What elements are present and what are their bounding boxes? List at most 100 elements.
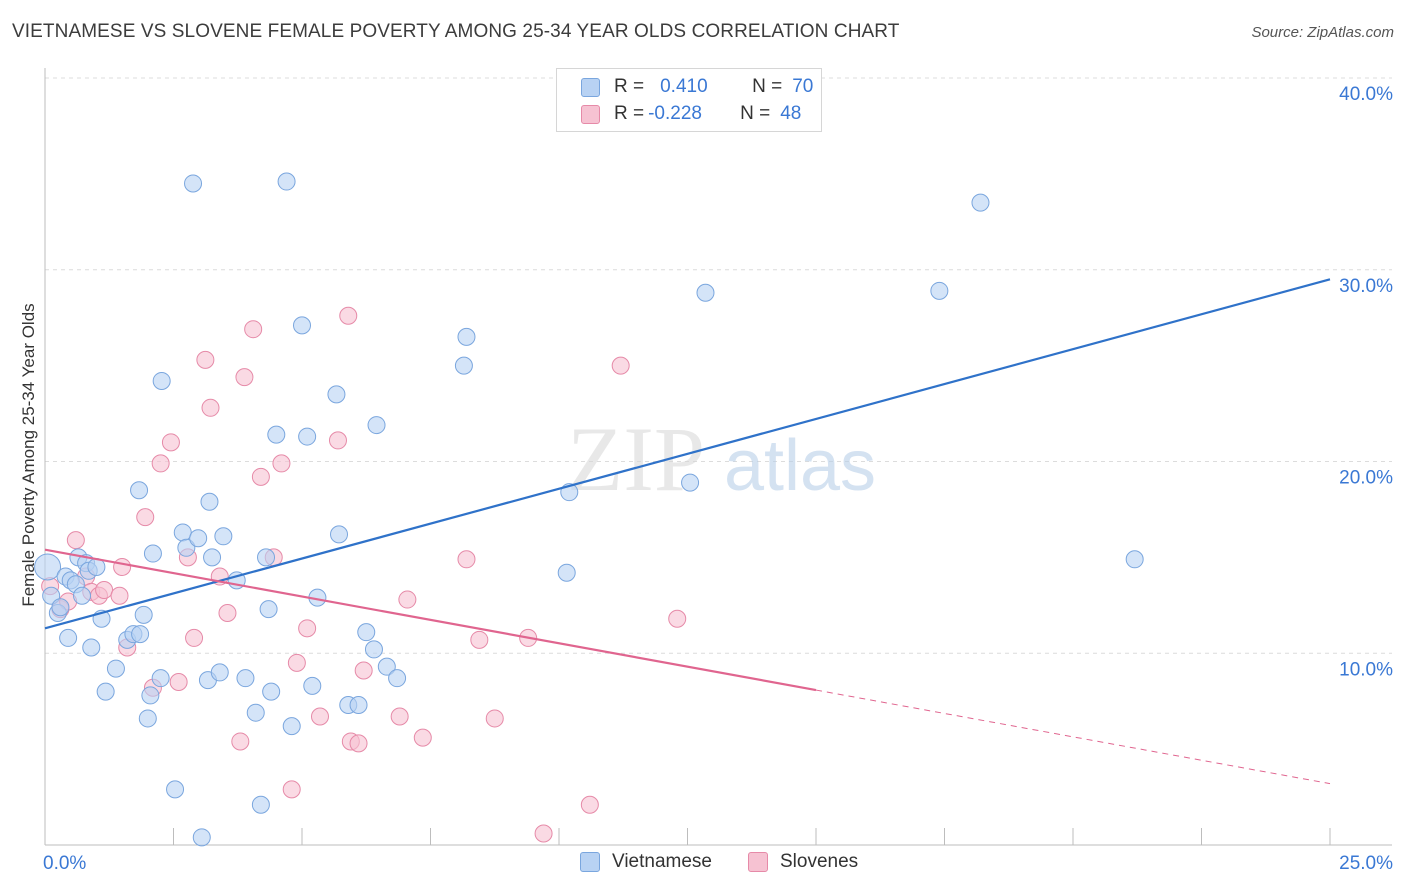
correlation-legend: R = 0.410 N = 70 R = -0.228 N = 48: [556, 68, 822, 132]
slovenes-trend-line: [44, 548, 817, 692]
vietnamese-point: [130, 481, 149, 500]
slovenes-point: [580, 795, 599, 814]
slovenes-point: [470, 630, 489, 649]
legend-swatch-pink: [581, 104, 600, 124]
legend-row-slovenes: R = -0.228 N = 48: [581, 102, 801, 126]
vietnamese-point: [257, 548, 276, 567]
axes: [44, 68, 1392, 846]
vietnamese-point: [327, 385, 346, 404]
slovenes-point: [328, 431, 347, 450]
slovenes-point: [339, 306, 358, 325]
y-tick-label: 30.0%: [1339, 276, 1393, 297]
vietnamese-point: [557, 563, 576, 582]
series-swatch-pink: [748, 852, 768, 872]
vietnamese-point: [267, 425, 286, 444]
y-tick-label: 20.0%: [1339, 468, 1393, 489]
vietnamese-point: [96, 682, 115, 701]
y-axis-label: Female Poverty Among 25-34 Year Olds: [19, 303, 38, 606]
series-legend-vietnamese[interactable]: Vietnamese: [580, 851, 712, 873]
y-tick-label: 10.0%: [1339, 659, 1393, 680]
legend-r-value: 0.410: [660, 76, 708, 97]
slovenes-point: [235, 368, 254, 387]
slovenes-point: [310, 707, 329, 726]
slovenes-point: [485, 709, 504, 728]
slovenes-trend-extension: [815, 689, 1331, 785]
vietnamese-point: [203, 548, 222, 567]
tick-labels: 10.0% 20.0% 30.0% 40.0% 0.0% 25.0%: [43, 84, 1393, 874]
slovenes-point: [95, 580, 114, 599]
vietnamese-point: [210, 663, 229, 682]
slovenes-point: [354, 661, 373, 680]
vietnamese-point: [151, 669, 170, 688]
vietnamese-point: [282, 717, 301, 736]
vietnamese-point: [454, 356, 473, 375]
series-legend-slovenes[interactable]: Slovenes: [748, 851, 858, 873]
slovenes-point: [534, 824, 553, 843]
x-tick-label: 25.0%: [1339, 853, 1393, 874]
vietnamese-point: [1125, 550, 1144, 569]
slovenes-point: [113, 557, 132, 576]
vietnamese-point: [367, 416, 386, 435]
vietnamese-point: [696, 283, 715, 302]
vietnamese-point: [192, 828, 211, 847]
vietnamese-point: [251, 795, 270, 814]
slovenes-point: [231, 732, 250, 751]
vietnamese-point: [141, 686, 160, 705]
legend-n-label: N =: [752, 76, 783, 97]
vietnamese-point: [262, 682, 281, 701]
slovenes-points: [41, 306, 687, 843]
vietnamese-point: [82, 638, 101, 657]
slovenes-point: [298, 619, 317, 638]
slovenes-point: [457, 550, 476, 569]
vietnamese-point: [200, 492, 219, 511]
vietnamese-points: [34, 172, 1144, 847]
vietnamese-point: [330, 525, 349, 544]
vietnamese-point: [166, 780, 185, 799]
vietnamese-point: [143, 544, 162, 563]
slovenes-point: [668, 609, 687, 628]
slovenes-point: [110, 586, 129, 605]
vietnamese-trend-line: [44, 278, 1331, 630]
legend-row-vietnamese: R = 0.410 N = 70: [581, 75, 813, 99]
source-label: Source: ZipAtlas.com: [1251, 24, 1394, 41]
slovenes-point: [136, 508, 155, 527]
vietnamese-point: [189, 529, 208, 548]
vietnamese-point: [246, 703, 265, 722]
legend-n-label: N =: [740, 103, 771, 124]
slovenes-point: [282, 780, 301, 799]
slovenes-point: [349, 734, 368, 753]
series-legend: Vietnamese Slovenes: [0, 851, 1406, 877]
vietnamese-point: [364, 640, 383, 659]
slovenes-point: [244, 320, 263, 339]
legend-r-label: R =: [614, 103, 645, 124]
legend-n-value: 48: [780, 103, 802, 124]
vietnamese-point: [930, 281, 949, 300]
vietnamese-point: [971, 193, 990, 212]
slovenes-point: [151, 454, 170, 473]
slovenes-point: [196, 350, 215, 369]
vietnamese-point: [173, 523, 192, 542]
vietnamese-point: [277, 172, 296, 191]
legend-n-value: 70: [792, 76, 814, 97]
vietnamese-point: [236, 669, 255, 688]
vietnamese-point: [73, 586, 92, 605]
slovenes-point: [185, 628, 204, 647]
vietnamese-point: [303, 676, 322, 695]
slovenes-point: [287, 653, 306, 672]
vietnamese-point: [106, 659, 125, 678]
vietnamese-point: [177, 538, 196, 557]
slovenes-point: [251, 467, 270, 486]
legend-r-value: -0.228: [648, 103, 702, 124]
vietnamese-point: [184, 174, 203, 193]
vietnamese-point: [681, 473, 700, 492]
vietnamese-point: [131, 625, 150, 644]
watermark-zip: ZIP: [567, 408, 705, 510]
slovenes-point: [66, 531, 85, 550]
y-tick-label: 40.0%: [1339, 84, 1393, 105]
slovenes-point: [161, 433, 180, 452]
slovenes-point: [218, 603, 237, 622]
vietnamese-point: [357, 623, 376, 642]
slovenes-point: [611, 356, 630, 375]
vietnamese-point: [134, 605, 153, 624]
